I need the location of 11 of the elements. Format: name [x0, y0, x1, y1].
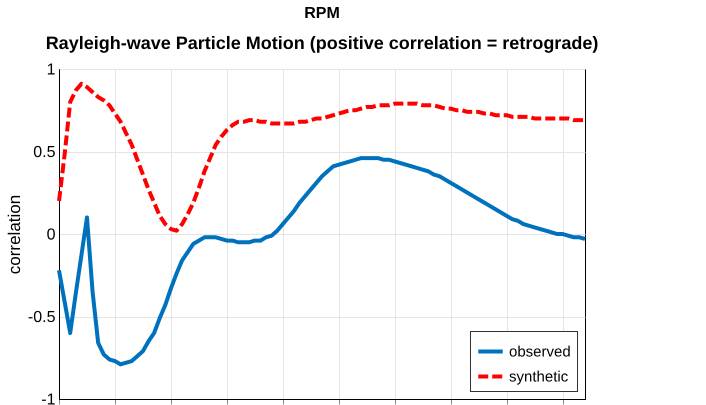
y-tick-label: 1 — [46, 62, 56, 78]
legend-label: observed — [509, 344, 571, 360]
y-axis-title: correlation — [4, 194, 24, 274]
y-tick-label: -0.5 — [28, 309, 56, 326]
y-tick-label: 0.5 — [33, 144, 56, 161]
line-series — [57, 156, 587, 366]
chart-subtitle: Rayleigh-wave Particle Motion (positive correlation = retrograde) — [46, 33, 598, 53]
legend-label: synthetic — [509, 368, 569, 386]
y-tick-label: 0 — [46, 226, 56, 244]
y-tick-label: -1 — [41, 392, 56, 405]
chart-title: RPM — [304, 5, 340, 22]
